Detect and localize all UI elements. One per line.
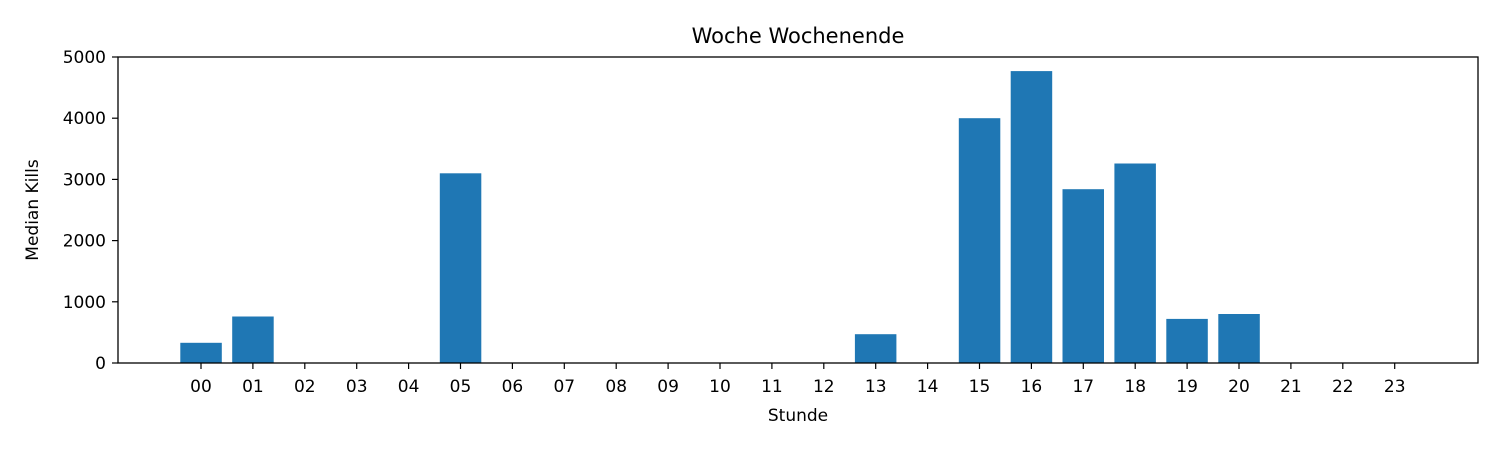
bar-15 (958, 118, 1001, 363)
bar-13 (854, 334, 897, 363)
x-tick-label: 11 (761, 377, 783, 397)
bar-01 (232, 316, 274, 363)
x-tick-label: 19 (1176, 377, 1198, 397)
y-tick-label: 2000 (63, 232, 106, 252)
bar-00 (180, 342, 222, 363)
bar-19 (1166, 318, 1208, 363)
x-tick-label: 22 (1332, 377, 1354, 397)
x-tick-label: 21 (1280, 377, 1302, 397)
x-axis-ticks: 00 01 02 03 04 05 06 07 08 09 10 11 12 13 14 15 16 17 18 19… (190, 363, 1406, 397)
x-tick-label: 10 (709, 377, 731, 397)
x-tick-label: 05 (450, 377, 472, 397)
y-tick-label: 1000 (63, 293, 106, 313)
x-tick-label: 00 (190, 377, 212, 397)
chart-title: Woche Wochenende (692, 24, 905, 48)
x-tick-label: 08 (605, 377, 627, 397)
x-tick-label: 04 (398, 377, 420, 397)
bar-18 (1114, 163, 1156, 363)
bar-17 (1062, 189, 1104, 363)
x-tick-label: 02 (294, 377, 316, 397)
x-tick-label: 17 (1072, 377, 1094, 397)
x-tick-label: 06 (502, 377, 524, 397)
x-tick-label: 13 (865, 377, 887, 397)
x-tick-label: 07 (553, 377, 575, 397)
bar-05 (439, 173, 482, 363)
bars-group (180, 71, 1260, 363)
y-tick-label: 0 (95, 354, 106, 374)
y-axis-ticks: 0 1000 2000 3000 4000 5000 (63, 48, 118, 374)
x-tick-label: 23 (1384, 377, 1406, 397)
x-tick-label: 01 (242, 377, 264, 397)
x-tick-label: 09 (657, 377, 679, 397)
bar-16 (1010, 71, 1053, 363)
y-axis-label: Median Kills (23, 159, 43, 261)
x-tick-label: 15 (969, 377, 991, 397)
x-tick-label: 18 (1124, 377, 1146, 397)
x-tick-label: 20 (1228, 377, 1250, 397)
x-tick-label: 16 (1021, 377, 1043, 397)
y-tick-label: 4000 (63, 109, 106, 129)
x-tick-label: 03 (346, 377, 368, 397)
x-axis-label: Stunde (768, 406, 828, 426)
plot-frame (117, 56, 1479, 364)
x-tick-label: 12 (813, 377, 835, 397)
y-tick-label: 5000 (63, 48, 106, 68)
bar-20 (1218, 314, 1260, 363)
x-tick-label: 14 (917, 377, 939, 397)
y-tick-label: 3000 (63, 170, 106, 190)
